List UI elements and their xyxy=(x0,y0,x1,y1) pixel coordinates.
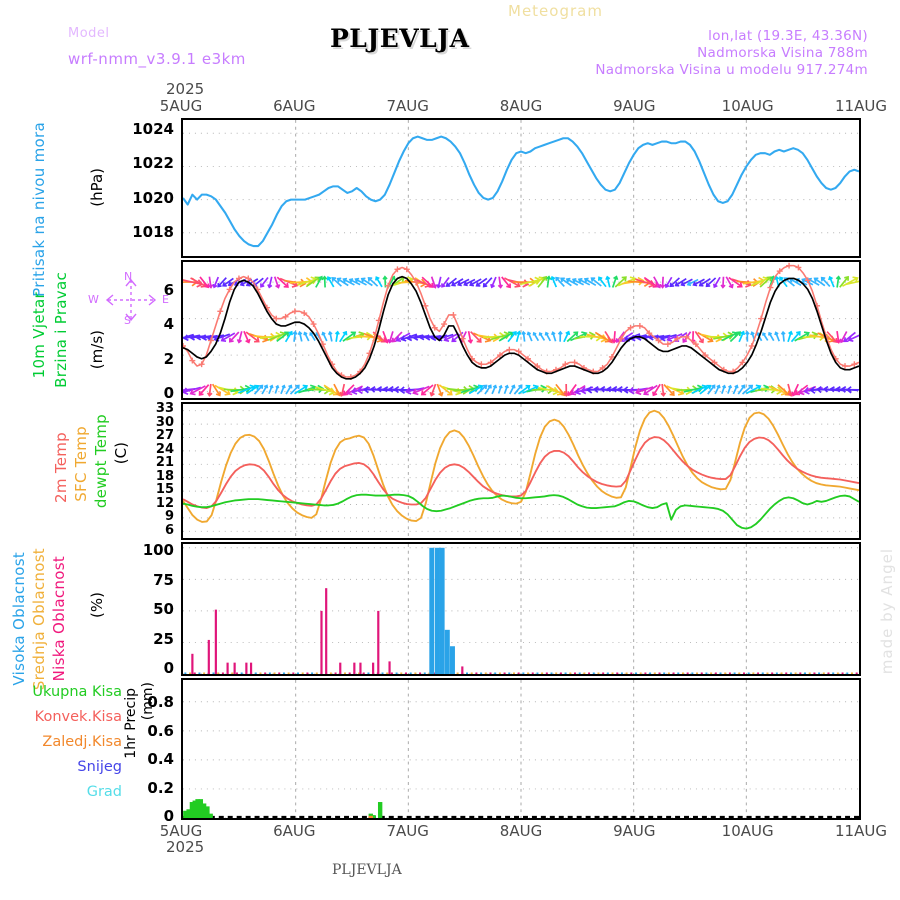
precip-label-snow: Snijeg xyxy=(77,759,122,775)
y-tick-0.8: 0.8 xyxy=(147,693,174,711)
precip-label-freezing: Zaledj.Kisa xyxy=(42,734,122,750)
cloud-plot xyxy=(183,544,859,674)
panel-cloud xyxy=(181,542,861,676)
precip-label-hail: Grad xyxy=(86,784,122,800)
y-tick-1018: 1018 xyxy=(132,223,174,241)
model-value: wrf-nmm_v3.9.1 e3km xyxy=(68,50,246,68)
page-title: PLJEVLJA xyxy=(330,24,470,53)
cloud-label-low: Niska Oblacnost xyxy=(50,556,68,682)
x-tick-11aug: 11AUG xyxy=(835,97,887,115)
y-tick-1024: 1024 xyxy=(132,120,174,138)
y-tick-0.2: 0.2 xyxy=(147,778,174,797)
x-tick-10aug: 10AUG xyxy=(721,822,774,840)
y-tick-12: 12 xyxy=(155,495,174,511)
y-tick-0: 0 xyxy=(163,659,174,677)
y-tick-27: 27 xyxy=(155,428,174,444)
x-tick-6aug: 6AUG xyxy=(273,822,316,840)
y-tick-25: 25 xyxy=(153,629,174,648)
compass-west-label: W xyxy=(88,293,99,306)
x-tick-5aug: 5AUG xyxy=(159,822,203,840)
compass-cross-icon xyxy=(105,278,157,322)
pressure-unit-label: (hPa) xyxy=(88,168,106,207)
wind-axis-title-2: Brzina i Pravac xyxy=(52,272,70,388)
wind-plot xyxy=(183,262,859,398)
pressure-plot xyxy=(183,120,859,256)
compass-south-label: S xyxy=(124,314,131,327)
y-tick-75: 75 xyxy=(153,570,174,589)
x-tick-7aug: 7AUG xyxy=(386,97,429,115)
panel-wind xyxy=(181,260,861,400)
y-tick-6: 6 xyxy=(163,281,174,299)
y-tick-1020: 1020 xyxy=(132,188,174,207)
precip-label-convective: Konvek.Kisa xyxy=(34,709,122,725)
temp-label-dewpt: dewpt Temp xyxy=(92,414,110,509)
y-tick-1022: 1022 xyxy=(132,154,174,173)
y-tick-0: 0 xyxy=(163,384,174,402)
x-tick-7aug: 7AUG xyxy=(386,822,429,840)
wind-axis-title-1: 10m Vjetar xyxy=(30,292,48,379)
y-tick-30: 30 xyxy=(155,414,174,430)
temperature-plot xyxy=(183,404,859,538)
panel-pressure xyxy=(181,118,861,258)
wind-compass: N S E W xyxy=(88,270,174,328)
y-tick-9: 9 xyxy=(164,509,174,525)
y-tick-4: 4 xyxy=(163,315,174,334)
x-tick-9aug: 9AUG xyxy=(613,822,656,840)
cloud-label-mid: Srednja Oblacnost xyxy=(30,548,48,691)
x-tick-11aug: 11AUG xyxy=(835,822,887,840)
wind-unit-label: (m/s) xyxy=(88,330,106,370)
y-tick-21: 21 xyxy=(155,455,174,471)
y-tick-2: 2 xyxy=(163,349,174,368)
x-tick-5aug: 5AUG xyxy=(159,97,203,115)
y-tick-50: 50 xyxy=(153,600,174,618)
cloud-unit-label: (%) xyxy=(88,592,106,618)
footer-station-name: PLJEVLJA xyxy=(332,862,402,878)
meteogram-heading: Meteogram xyxy=(508,2,603,20)
watermark: made by Angel xyxy=(878,548,896,675)
model-elevation: Nadmorska Visina u modelu 917.274m xyxy=(595,62,868,78)
panel-temperature xyxy=(181,402,861,540)
bottom-axis-year: 2025 xyxy=(166,838,205,856)
precip-label-total: Ukupna Kisa xyxy=(32,684,122,700)
compass-east-label: E xyxy=(162,293,169,306)
station-elevation: Nadmorska Visina 788m xyxy=(697,45,868,61)
model-label: Model xyxy=(68,26,110,41)
x-tick-10aug: 10AUG xyxy=(721,97,774,115)
station-coordinates: lon,lat (19.3E, 43.36N) xyxy=(708,28,868,44)
top-axis-year: 2025 xyxy=(166,80,205,98)
y-tick-24: 24 xyxy=(155,441,174,457)
x-tick-9aug: 9AUG xyxy=(613,97,656,115)
y-tick-0.4: 0.4 xyxy=(147,750,174,768)
compass-north-label: N xyxy=(124,270,133,283)
y-tick-0.6: 0.6 xyxy=(147,721,174,740)
cloud-label-high: Visoka Oblacnost xyxy=(10,552,28,686)
y-tick-6: 6 xyxy=(164,523,174,538)
y-tick-100: 100 xyxy=(142,541,174,559)
pressure-axis-title: Pritisak na nivou mora xyxy=(30,122,48,297)
temp-label-sfc: SFC Temp xyxy=(72,426,90,502)
panel-precip xyxy=(181,678,861,820)
x-tick-8aug: 8AUG xyxy=(499,97,543,115)
y-tick-18: 18 xyxy=(155,468,174,484)
y-tick-0: 0 xyxy=(163,807,174,825)
x-tick-8aug: 8AUG xyxy=(499,822,543,840)
precip-plot xyxy=(183,680,859,818)
y-tick-33: 33 xyxy=(155,401,174,416)
temp-label-2m: 2m Temp xyxy=(52,432,70,503)
x-tick-6aug: 6AUG xyxy=(273,97,316,115)
y-tick-15: 15 xyxy=(155,482,174,498)
